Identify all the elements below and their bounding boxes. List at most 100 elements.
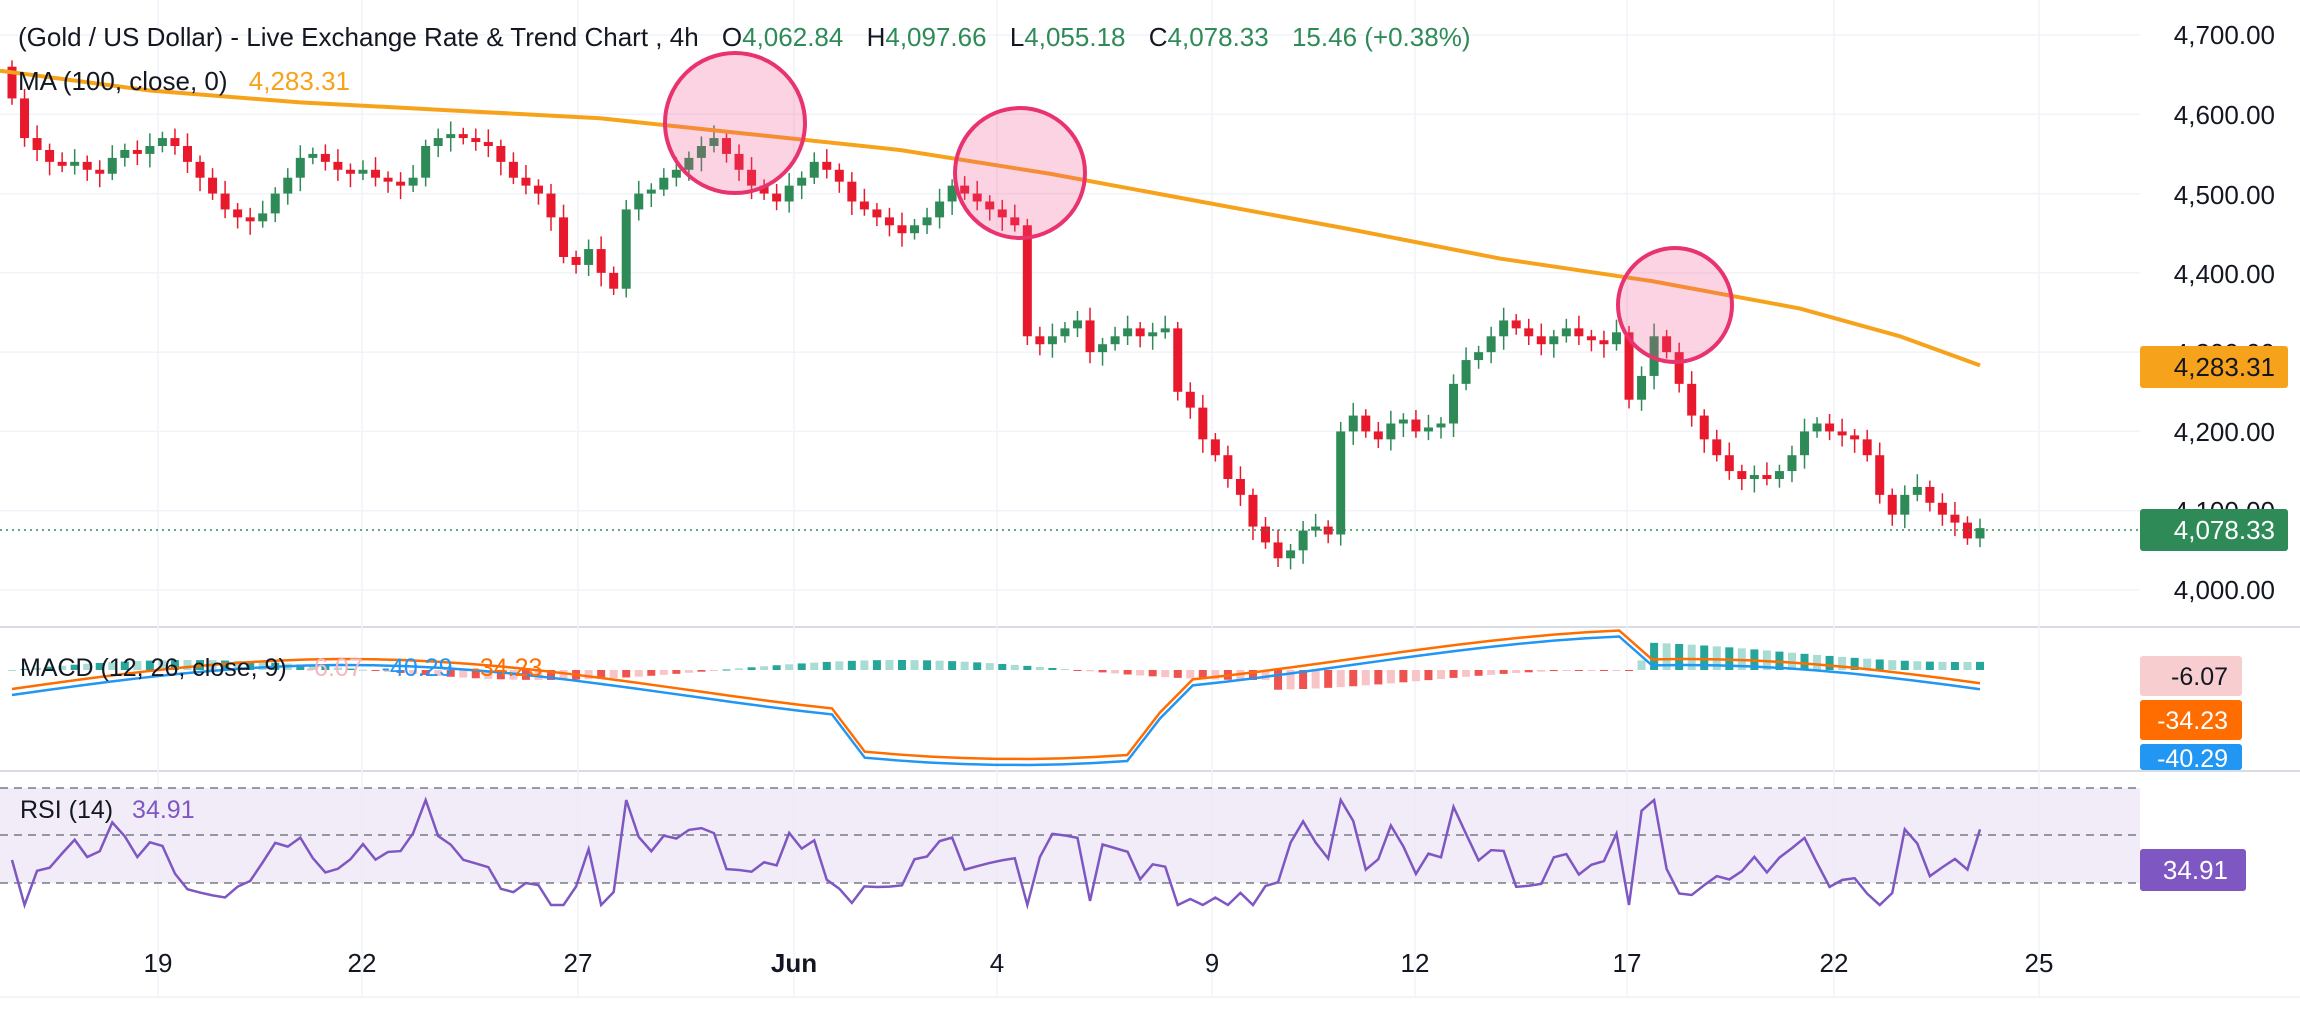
- candle-body: [508, 161, 518, 178]
- macd-hist-bar: [709, 670, 718, 671]
- candle-body: [433, 138, 443, 146]
- candle-body: [233, 209, 243, 218]
- macd-hist-bar: [897, 660, 906, 670]
- macd-hist-bar: [95, 662, 104, 670]
- macd-hist-bar: [1186, 670, 1195, 679]
- candle-body: [283, 177, 293, 194]
- macd-hist-bar: [1625, 670, 1634, 671]
- candle-body: [1962, 522, 1972, 539]
- macd-hist-bar: [221, 660, 230, 670]
- macd-hist-bar: [822, 661, 831, 670]
- candle-body: [1536, 336, 1546, 345]
- macd-hist-bar: [45, 666, 54, 670]
- macd-hist-bar: [1462, 670, 1471, 677]
- candle-body: [70, 161, 80, 166]
- rsi-tag-text: 34.91: [2163, 855, 2228, 885]
- macd-hist-bar: [547, 670, 556, 680]
- macd-hist-bar: [935, 660, 944, 670]
- macd-hist-bar: [1813, 654, 1822, 670]
- candle-body: [245, 217, 255, 222]
- macd-hist-bar: [747, 667, 756, 670]
- macd-hist-bar: [1599, 670, 1608, 671]
- candle-body: [1599, 340, 1609, 345]
- candle-body: [897, 225, 907, 234]
- candle-body: [935, 201, 945, 218]
- macd-hist-bar: [1048, 667, 1057, 670]
- candle-body: [132, 149, 142, 154]
- candle-body: [408, 177, 418, 186]
- candle-body: [1248, 494, 1258, 527]
- candle-body: [1511, 320, 1521, 329]
- macd-hist-bar: [1875, 659, 1884, 670]
- close-label: C: [1149, 22, 1168, 52]
- candle-body: [1423, 427, 1433, 432]
- price-tick: 4,700.00: [2174, 20, 2275, 50]
- candle-body: [709, 138, 719, 146]
- macd-hist-bar: [20, 668, 29, 670]
- candle-body: [621, 209, 631, 289]
- macd-hist-bar: [321, 666, 330, 670]
- macd-hist-bar: [1512, 670, 1521, 674]
- candle-body: [471, 138, 481, 143]
- rsi-legend[interactable]: RSI (14) 34.91: [20, 796, 195, 824]
- macd-hist-bar: [346, 668, 355, 670]
- candle-body: [596, 249, 606, 273]
- candle-body: [1499, 320, 1509, 337]
- macd-hist-bar: [434, 670, 443, 676]
- macd-hist-bar: [609, 670, 618, 679]
- candle-body: [1875, 455, 1885, 495]
- candle-body: [1674, 352, 1684, 384]
- macd-hist-bar: [534, 670, 543, 680]
- candle-body: [20, 98, 30, 139]
- macd-hist-bar: [1938, 661, 1947, 670]
- macd-hist-bar: [133, 661, 142, 670]
- macd-legend[interactable]: MACD (12, 26, close, 9) -6.07 -40.29 -34…: [20, 654, 542, 682]
- candle-body: [145, 146, 155, 154]
- candle-body: [270, 193, 280, 214]
- macd-hist-bar: [672, 670, 681, 674]
- macd-hist-bar: [1662, 643, 1671, 670]
- candle-body: [1223, 455, 1233, 479]
- macd-hist-bar: [735, 668, 744, 670]
- candle-body: [1311, 526, 1321, 531]
- macd-hist-bar: [1838, 656, 1847, 670]
- macd-hist-bar: [1261, 670, 1270, 680]
- macd-line-value: -40.29: [382, 654, 453, 682]
- macd-hist-bar: [1198, 670, 1207, 680]
- macd-hist-bar: [409, 670, 418, 675]
- candle-body: [947, 185, 957, 202]
- candle-body: [1561, 328, 1571, 337]
- candle-body: [1900, 494, 1910, 515]
- candle-body: [208, 177, 218, 194]
- candle-body: [95, 169, 105, 174]
- candle-body: [772, 193, 782, 202]
- time-tick: 22: [348, 948, 377, 978]
- ma-legend[interactable]: MA (100, close, 0) 4,283.31: [18, 66, 350, 96]
- candle-body: [1925, 486, 1935, 503]
- macd-hist-bar: [1963, 661, 1972, 670]
- macd-hist-bar: [83, 663, 92, 670]
- time-axis[interactable]: 19 22 27 Jun 4 9 12 17 22 25: [144, 948, 2054, 978]
- macd-signal-value: -34.23: [472, 654, 543, 682]
- candle-body: [809, 161, 819, 178]
- candle-body: [157, 138, 167, 146]
- candle-body: [182, 146, 192, 162]
- candle-body: [822, 161, 832, 170]
- candle-body: [1749, 475, 1759, 479]
- high-label: H: [867, 22, 886, 52]
- candle-body: [559, 217, 569, 257]
- candle-body: [1210, 439, 1220, 456]
- candle-body: [1737, 471, 1747, 479]
- price-tick: 4,500.00: [2174, 180, 2275, 210]
- candle-body: [533, 185, 543, 194]
- candle-body: [659, 177, 669, 190]
- interval: 4h: [670, 22, 699, 52]
- candle-body: [1348, 415, 1358, 432]
- legend-row: (Gold / US Dollar) - Live Exchange Rate …: [18, 22, 1470, 52]
- ma100-line: [0, 68, 1981, 368]
- macd-hist-bar: [1073, 670, 1082, 671]
- macd-hist-bar: [1173, 670, 1182, 678]
- candle-body: [1022, 225, 1032, 337]
- macd-hist-bar: [860, 660, 869, 670]
